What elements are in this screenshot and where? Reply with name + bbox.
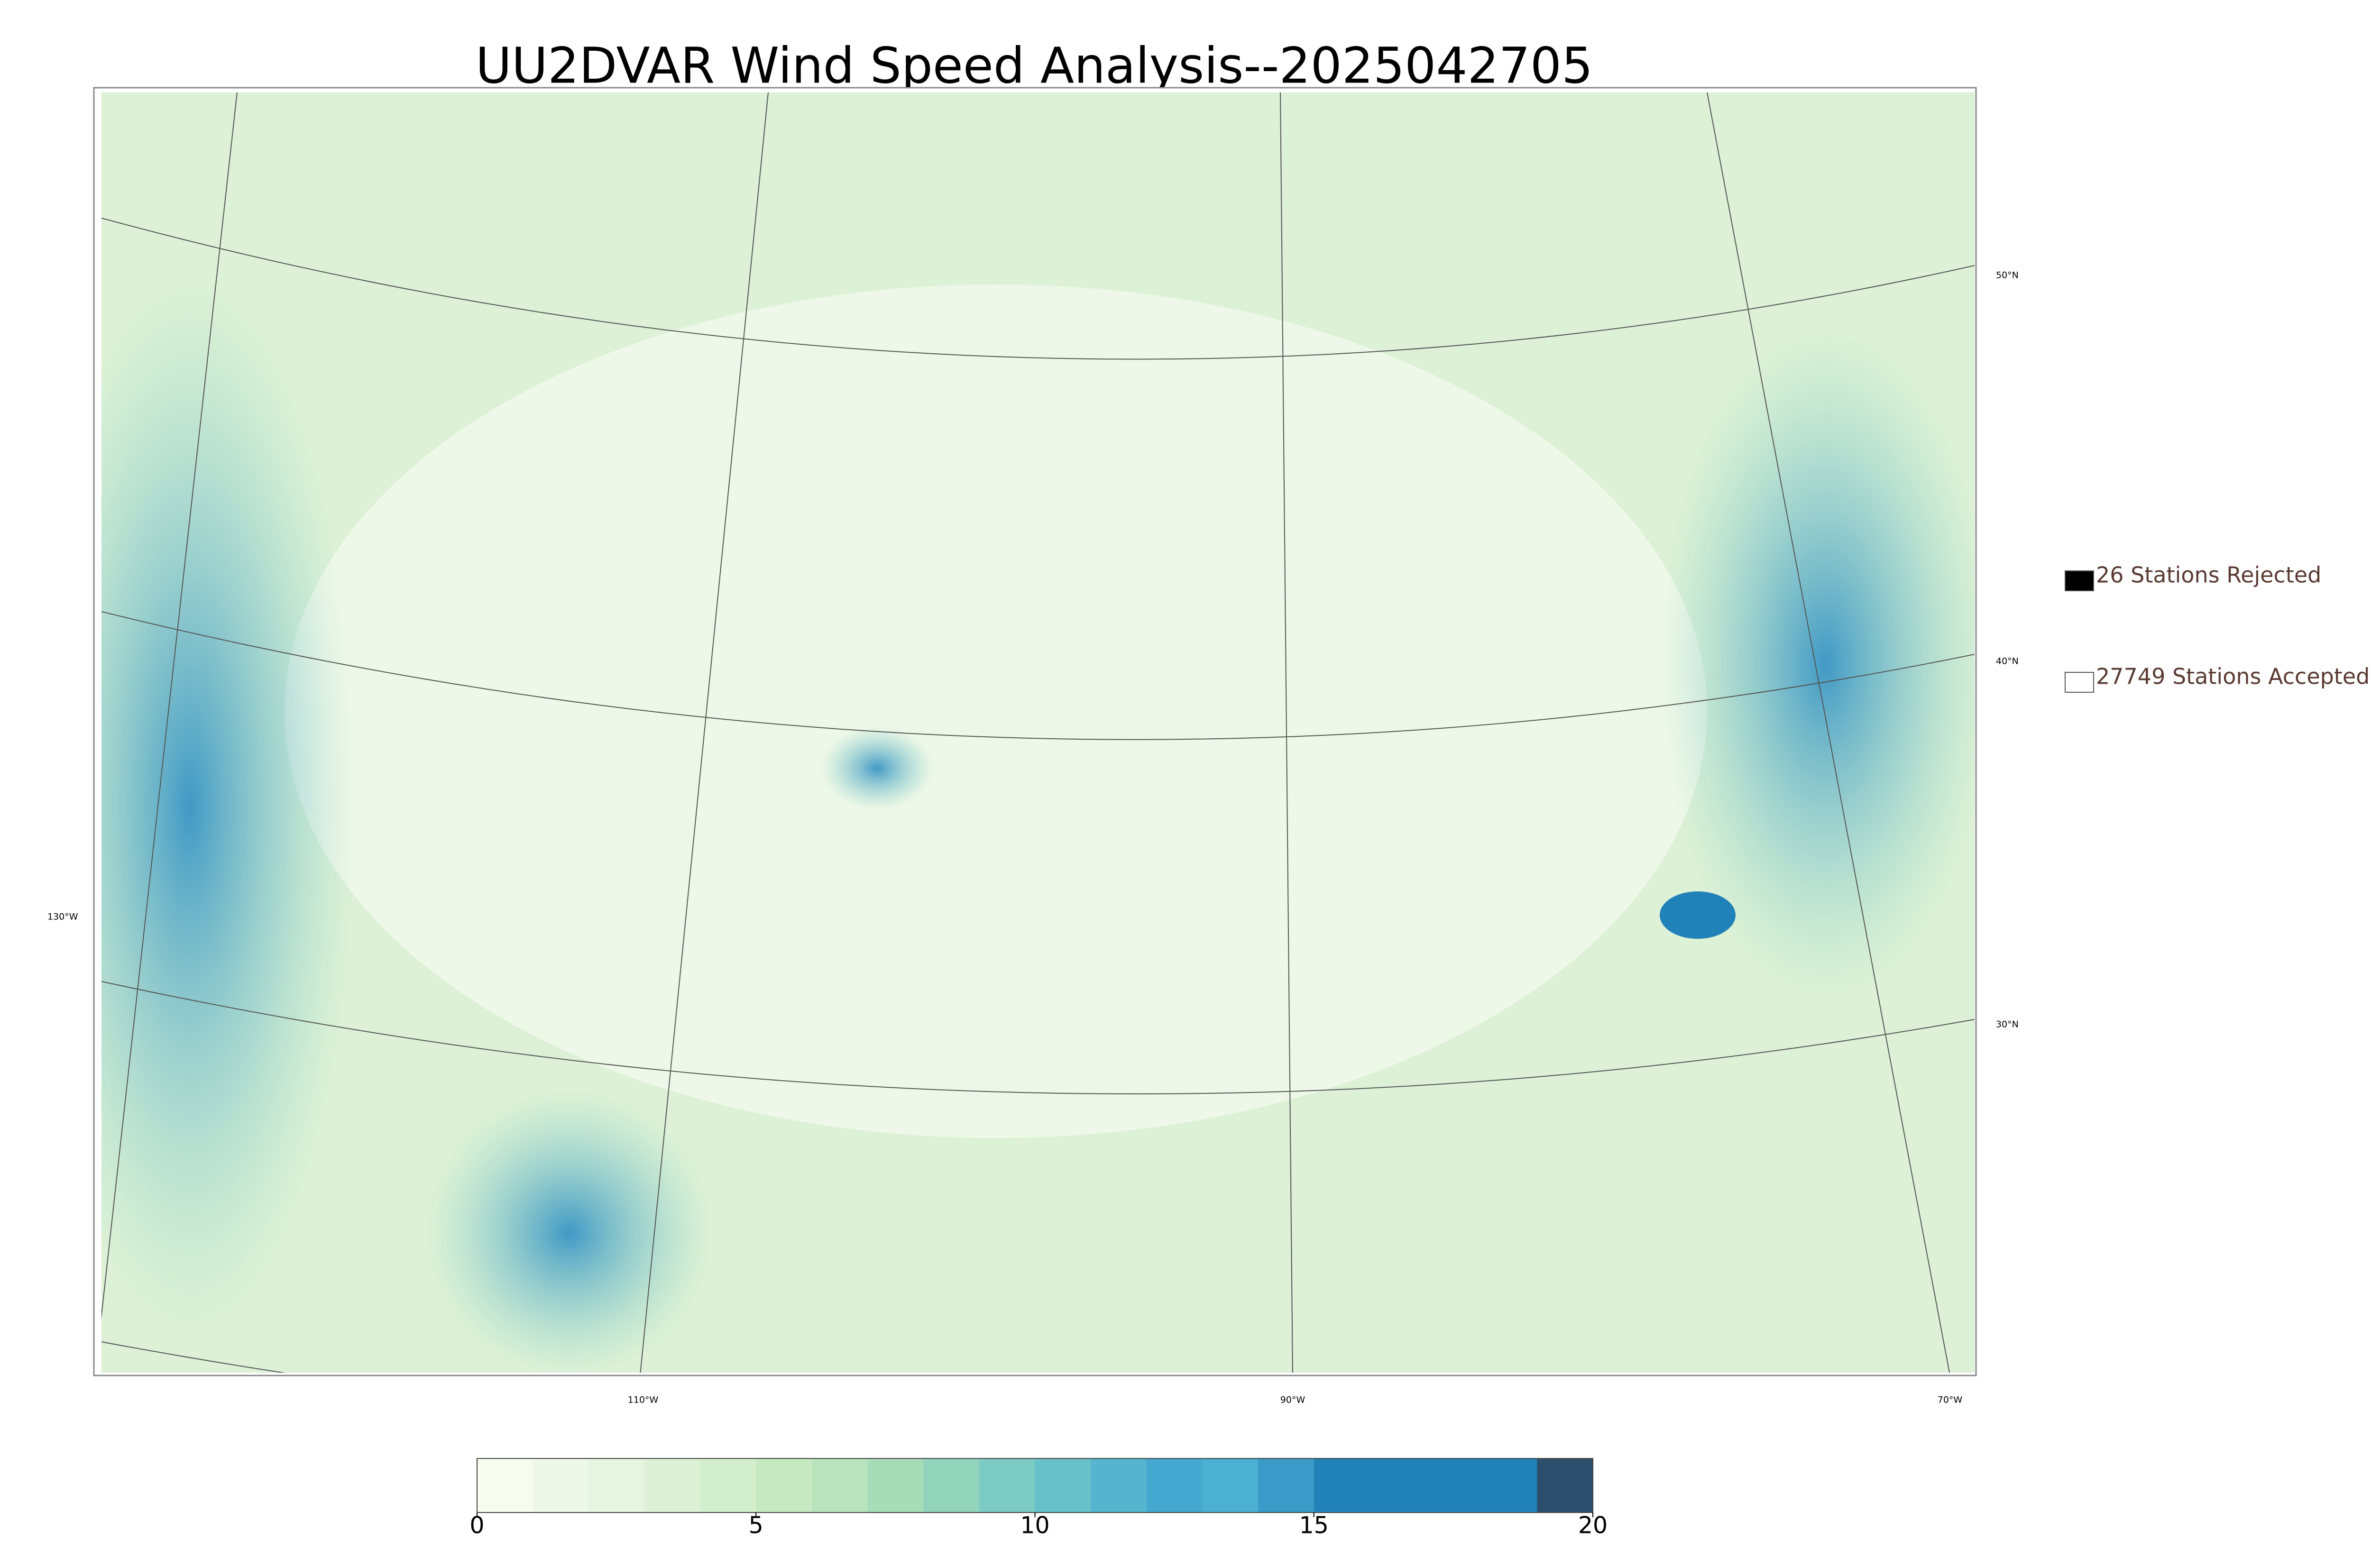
colorbar-segment xyxy=(700,1458,756,1513)
graticule-labels: 50°N 40°N 30°N 130°W 110°W 90°W 70°W xyxy=(47,270,2019,1405)
legend-swatch xyxy=(2065,672,2094,693)
parallel xyxy=(101,218,1975,1373)
colorbar-segment xyxy=(588,1458,645,1513)
colorbar-tick-label: 0 xyxy=(469,1512,484,1539)
colorbar-segment xyxy=(1481,1458,1537,1513)
lon-label: 90°W xyxy=(1280,1395,1305,1405)
wind-field xyxy=(427,1091,711,1373)
colorbar-segment xyxy=(1537,1458,1593,1513)
lon-label: 70°W xyxy=(1938,1395,1963,1405)
colorbar-tick-label: 20 xyxy=(1578,1512,1608,1539)
wind-field xyxy=(101,284,356,1328)
map xyxy=(101,92,1975,1373)
lat-label: 40°N xyxy=(1996,656,2019,667)
colorbar-tick-label: 10 xyxy=(1020,1512,1049,1539)
wind-field xyxy=(820,725,934,811)
legend-label: 26 Stations Rejected xyxy=(2096,562,2321,588)
colorbar-segment xyxy=(867,1458,924,1513)
lat-label: 30°N xyxy=(1996,1019,2019,1030)
colorbar-segment xyxy=(1258,1458,1314,1513)
colorbar: 0 5 10 15 20 xyxy=(469,1458,1608,1539)
colorbar-segment xyxy=(533,1458,589,1513)
colorbar-segment xyxy=(923,1458,980,1513)
colorbar-segment xyxy=(1202,1458,1259,1513)
colorbar-segment xyxy=(1091,1458,1147,1513)
colorbar-tick-label: 5 xyxy=(749,1512,763,1539)
lon-label: 130°W xyxy=(47,912,78,922)
colorbar-tick-label: 15 xyxy=(1299,1512,1329,1539)
title: UU2DVAR Wind Speed Analysis--2025042705 xyxy=(476,37,1593,94)
colorbar-segment xyxy=(1035,1458,1091,1513)
legend: 26 Stations Rejected 27749 Stations Accep… xyxy=(2065,562,2370,693)
colorbar-segment xyxy=(1369,1458,1426,1513)
legend-label: 27749 Stations Accepted xyxy=(2096,664,2370,689)
lat-label: 50°N xyxy=(1996,270,2019,281)
wind-field xyxy=(1660,891,1736,939)
colorbar-segment xyxy=(811,1458,868,1513)
lon-label: 110°W xyxy=(628,1395,659,1405)
legend-swatch xyxy=(2065,570,2094,591)
colorbar-segment xyxy=(1314,1458,1370,1513)
colorbar-segment xyxy=(1425,1458,1482,1513)
wind-field xyxy=(1660,332,1975,996)
colorbar-segment xyxy=(1146,1458,1203,1513)
land-area xyxy=(285,284,1707,1138)
colorbar-segment xyxy=(477,1458,533,1513)
colorbar-segment xyxy=(644,1458,701,1513)
colorbar-segment xyxy=(756,1458,812,1513)
colorbar-segment xyxy=(979,1458,1035,1513)
meridian xyxy=(101,92,1950,1373)
